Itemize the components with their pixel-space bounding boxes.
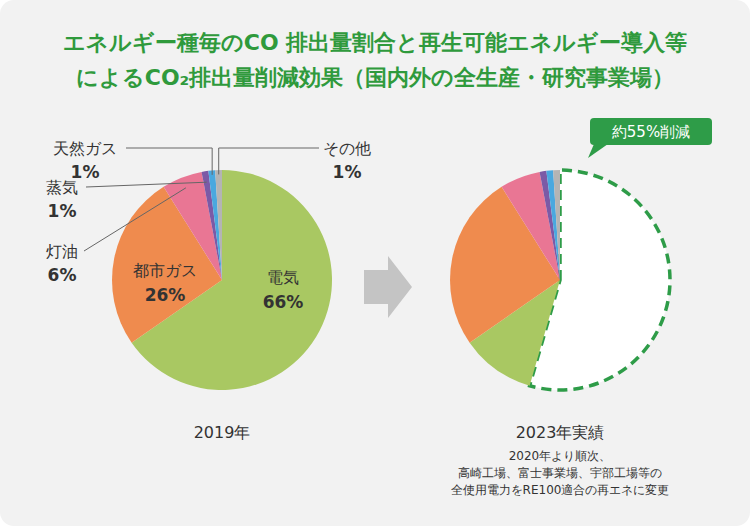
leader-line bbox=[126, 148, 212, 175]
pie bbox=[112, 170, 332, 390]
pie-slice bbox=[208, 170, 222, 280]
note: 2020年より順次、 bbox=[509, 449, 612, 463]
pie-slice bbox=[546, 170, 560, 280]
data-label: 1% bbox=[333, 162, 362, 182]
pie bbox=[450, 170, 670, 390]
data-label: 66% bbox=[263, 292, 304, 312]
category-label: 灯油 bbox=[46, 242, 78, 261]
leader-line bbox=[84, 188, 186, 251]
title: エネルギー種毎のCO 排出量割合と再生可能エネルギー導入等 bbox=[63, 30, 688, 55]
leader-line bbox=[86, 182, 207, 187]
data-label: 1% bbox=[71, 162, 100, 182]
pie-slice bbox=[540, 171, 560, 280]
pie-slice bbox=[553, 170, 560, 280]
category-label: 天然ガス bbox=[53, 139, 117, 158]
data-label: 26% bbox=[145, 285, 186, 305]
note: 全使用電力をRE100適合の再エネに変更 bbox=[451, 483, 670, 497]
pie-slice bbox=[215, 170, 222, 280]
pie-title: 2019年 bbox=[194, 423, 251, 442]
arrow bbox=[364, 256, 412, 318]
category-label: 電気 bbox=[267, 268, 299, 287]
data-label: 1% bbox=[48, 201, 77, 221]
pie-slice bbox=[202, 171, 222, 280]
chart-root: エネルギー種毎のCO 排出量割合と再生可能エネルギー導入等によるCO₂排出量削減… bbox=[0, 0, 750, 526]
leader-line bbox=[219, 148, 319, 174]
category-label: 都市ガス bbox=[133, 261, 197, 280]
callout bbox=[590, 118, 712, 145]
title: によるCO₂排出量削減効果（国内外の全生産・研究事業場） bbox=[76, 65, 674, 90]
category-label: その他 bbox=[323, 139, 371, 158]
callout-tail bbox=[588, 144, 608, 158]
data-label: 約55%削減 bbox=[612, 123, 690, 141]
background bbox=[0, 0, 750, 526]
data-label: 6% bbox=[48, 265, 77, 285]
pie-title: 2023年実績 bbox=[516, 423, 605, 442]
note: 高崎工場、富士事業場、宇部工場等の bbox=[458, 466, 662, 480]
